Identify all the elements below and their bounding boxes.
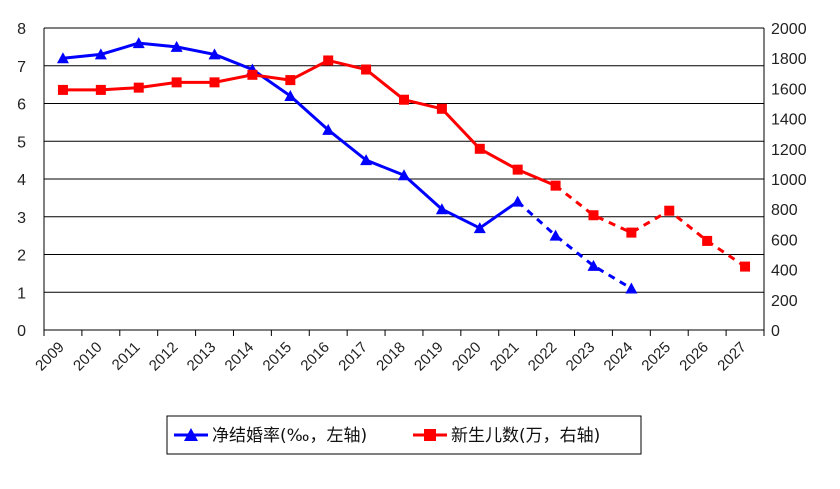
series-line-projected <box>554 184 746 268</box>
square-marker <box>133 82 144 93</box>
square-marker <box>588 210 599 221</box>
square-marker <box>626 227 637 238</box>
left-tick-label: 7 <box>17 59 26 76</box>
square-marker <box>740 261 751 272</box>
square-marker <box>95 84 106 95</box>
x-tick-label: 2026 <box>676 339 712 375</box>
x-tick-label: 2024 <box>601 339 637 375</box>
left-tick-label: 3 <box>17 210 26 227</box>
square-marker <box>323 55 334 66</box>
legend-box <box>166 415 642 455</box>
left-tick-label: 1 <box>17 285 26 302</box>
square-marker <box>57 84 68 95</box>
x-tick-label: 2010 <box>70 339 106 375</box>
triangle-marker <box>511 195 524 207</box>
left-tick-label: 0 <box>17 323 26 340</box>
left-axis-tick-labels: 0 1 2 3 4 5 6 7 8 <box>17 21 26 340</box>
x-tick-label: 2013 <box>184 339 220 375</box>
x-tick-label: 2020 <box>449 339 485 375</box>
right-tick-label: 200 <box>771 293 798 310</box>
square-marker <box>209 77 220 88</box>
square-marker <box>399 94 409 105</box>
triangle-marker <box>132 37 145 49</box>
square-marker <box>436 103 447 114</box>
x-tick-label: 2021 <box>487 339 523 375</box>
triangle-marker <box>625 282 638 294</box>
square-marker <box>247 69 258 80</box>
left-tick-label: 6 <box>17 97 26 114</box>
x-tick-label: 2009 <box>32 339 68 375</box>
square-marker <box>285 75 296 86</box>
triangle-marker <box>322 123 335 135</box>
triangle-marker <box>435 203 448 215</box>
square-marker <box>702 235 713 246</box>
right-tick-label: 2000 <box>771 21 807 38</box>
x-tick-label: 2018 <box>373 339 409 375</box>
triangle-marker <box>284 89 297 101</box>
x-tick-label: 2015 <box>260 339 296 375</box>
square-marker <box>361 64 372 75</box>
x-tick-label: 2016 <box>297 339 333 375</box>
square-marker <box>664 205 675 216</box>
left-tick-label: 4 <box>17 172 26 189</box>
right-tick-label: 1400 <box>771 112 807 129</box>
series-line-solid <box>62 58 557 188</box>
triangle-marker <box>360 154 373 166</box>
triangle-marker <box>549 229 562 241</box>
x-tick-label: 2014 <box>222 339 258 375</box>
gridlines <box>44 27 764 293</box>
x-tick-label: 2022 <box>525 339 561 375</box>
x-axis-tick-labels: 2009 2010 2011 2012 2013 2014 2015 2016 2017 2018… <box>32 339 750 375</box>
right-axis-tick-labels: 0 200 400 600 800 1000 1200 1400 1600 1800 2000 <box>771 21 807 340</box>
triangle-marker <box>208 48 221 60</box>
legend: 净结婚率(‰，左轴) 新生儿数(万，右轴) <box>166 415 642 455</box>
x-tick-label: 2012 <box>146 339 182 375</box>
axes <box>43 28 765 336</box>
right-tick-label: 1800 <box>771 51 807 68</box>
series-line-projected <box>516 200 633 290</box>
series-newborns <box>57 55 751 272</box>
right-tick-label: 1200 <box>771 142 807 159</box>
legend-entry-births: 新生儿数(万，右轴) <box>413 426 600 446</box>
legend-label: 净结婚率(‰，左轴) <box>212 426 367 446</box>
triangle-marker <box>398 169 410 181</box>
right-tick-label: 400 <box>771 263 798 280</box>
series-line-solid <box>62 41 519 230</box>
triangle-marker <box>587 259 600 271</box>
legend-entry-marriage: 净结婚率(‰，左轴) <box>174 426 367 446</box>
right-tick-label: 1600 <box>771 81 807 98</box>
right-tick-label: 600 <box>771 232 798 249</box>
x-tick-label: 2025 <box>638 339 674 375</box>
triangle-marker <box>170 40 183 52</box>
triangle-marker <box>94 48 107 60</box>
square-marker <box>550 180 561 191</box>
square-marker <box>171 77 182 88</box>
square-marker <box>474 143 485 154</box>
legend-label: 新生儿数(万，右轴) <box>451 426 600 446</box>
square-marker <box>512 164 523 175</box>
x-tick-label: 2017 <box>335 339 371 375</box>
triangle-marker <box>56 52 69 64</box>
left-tick-label: 2 <box>17 248 26 265</box>
right-tick-label: 800 <box>771 202 798 219</box>
x-tick-label: 2019 <box>411 339 447 375</box>
left-tick-label: 5 <box>17 134 26 151</box>
legend-square-marker <box>424 429 436 441</box>
left-tick-label: 8 <box>17 21 26 38</box>
right-tick-label: 0 <box>771 323 780 340</box>
series-lines <box>56 37 751 294</box>
x-tick-label: 2023 <box>563 339 599 375</box>
series-marriage-rate <box>56 37 638 294</box>
x-tick-label: 2027 <box>714 339 750 375</box>
x-tick-label: 2011 <box>109 339 144 374</box>
triangle-marker <box>473 222 486 234</box>
legend-triangle-marker <box>184 428 198 441</box>
right-tick-label: 1000 <box>771 172 807 189</box>
